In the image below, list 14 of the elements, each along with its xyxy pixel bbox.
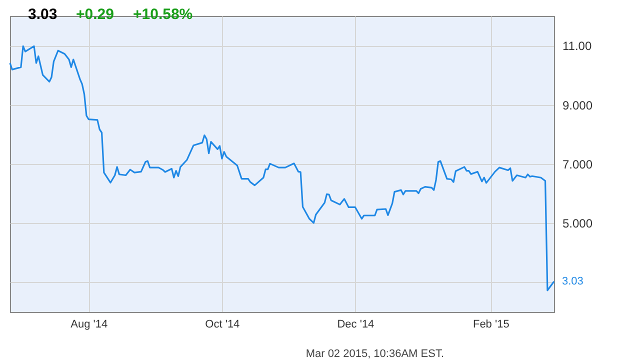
y-tick-label: 11.00 (562, 39, 592, 54)
x-tick-label: Feb '15 (472, 318, 510, 330)
annotation: +0.29 (76, 6, 114, 23)
y-tick-label: 5.000 (562, 216, 593, 231)
chart-title: 3.03 (28, 6, 58, 23)
y-tick-label: 7.000 (562, 158, 593, 172)
line-series (9, 45, 555, 292)
annotation: +10.58% (133, 6, 193, 23)
annotation: 3.03 (562, 276, 584, 288)
x-tick-label: Aug '14 (70, 318, 108, 330)
y-tick-label: 9.000 (562, 98, 593, 112)
x-tick-label: Oct '14 (205, 318, 240, 330)
x-tick-label: Dec '14 (337, 318, 374, 330)
text: Mar 02 2015, 10:36AM EST. (306, 348, 444, 360)
